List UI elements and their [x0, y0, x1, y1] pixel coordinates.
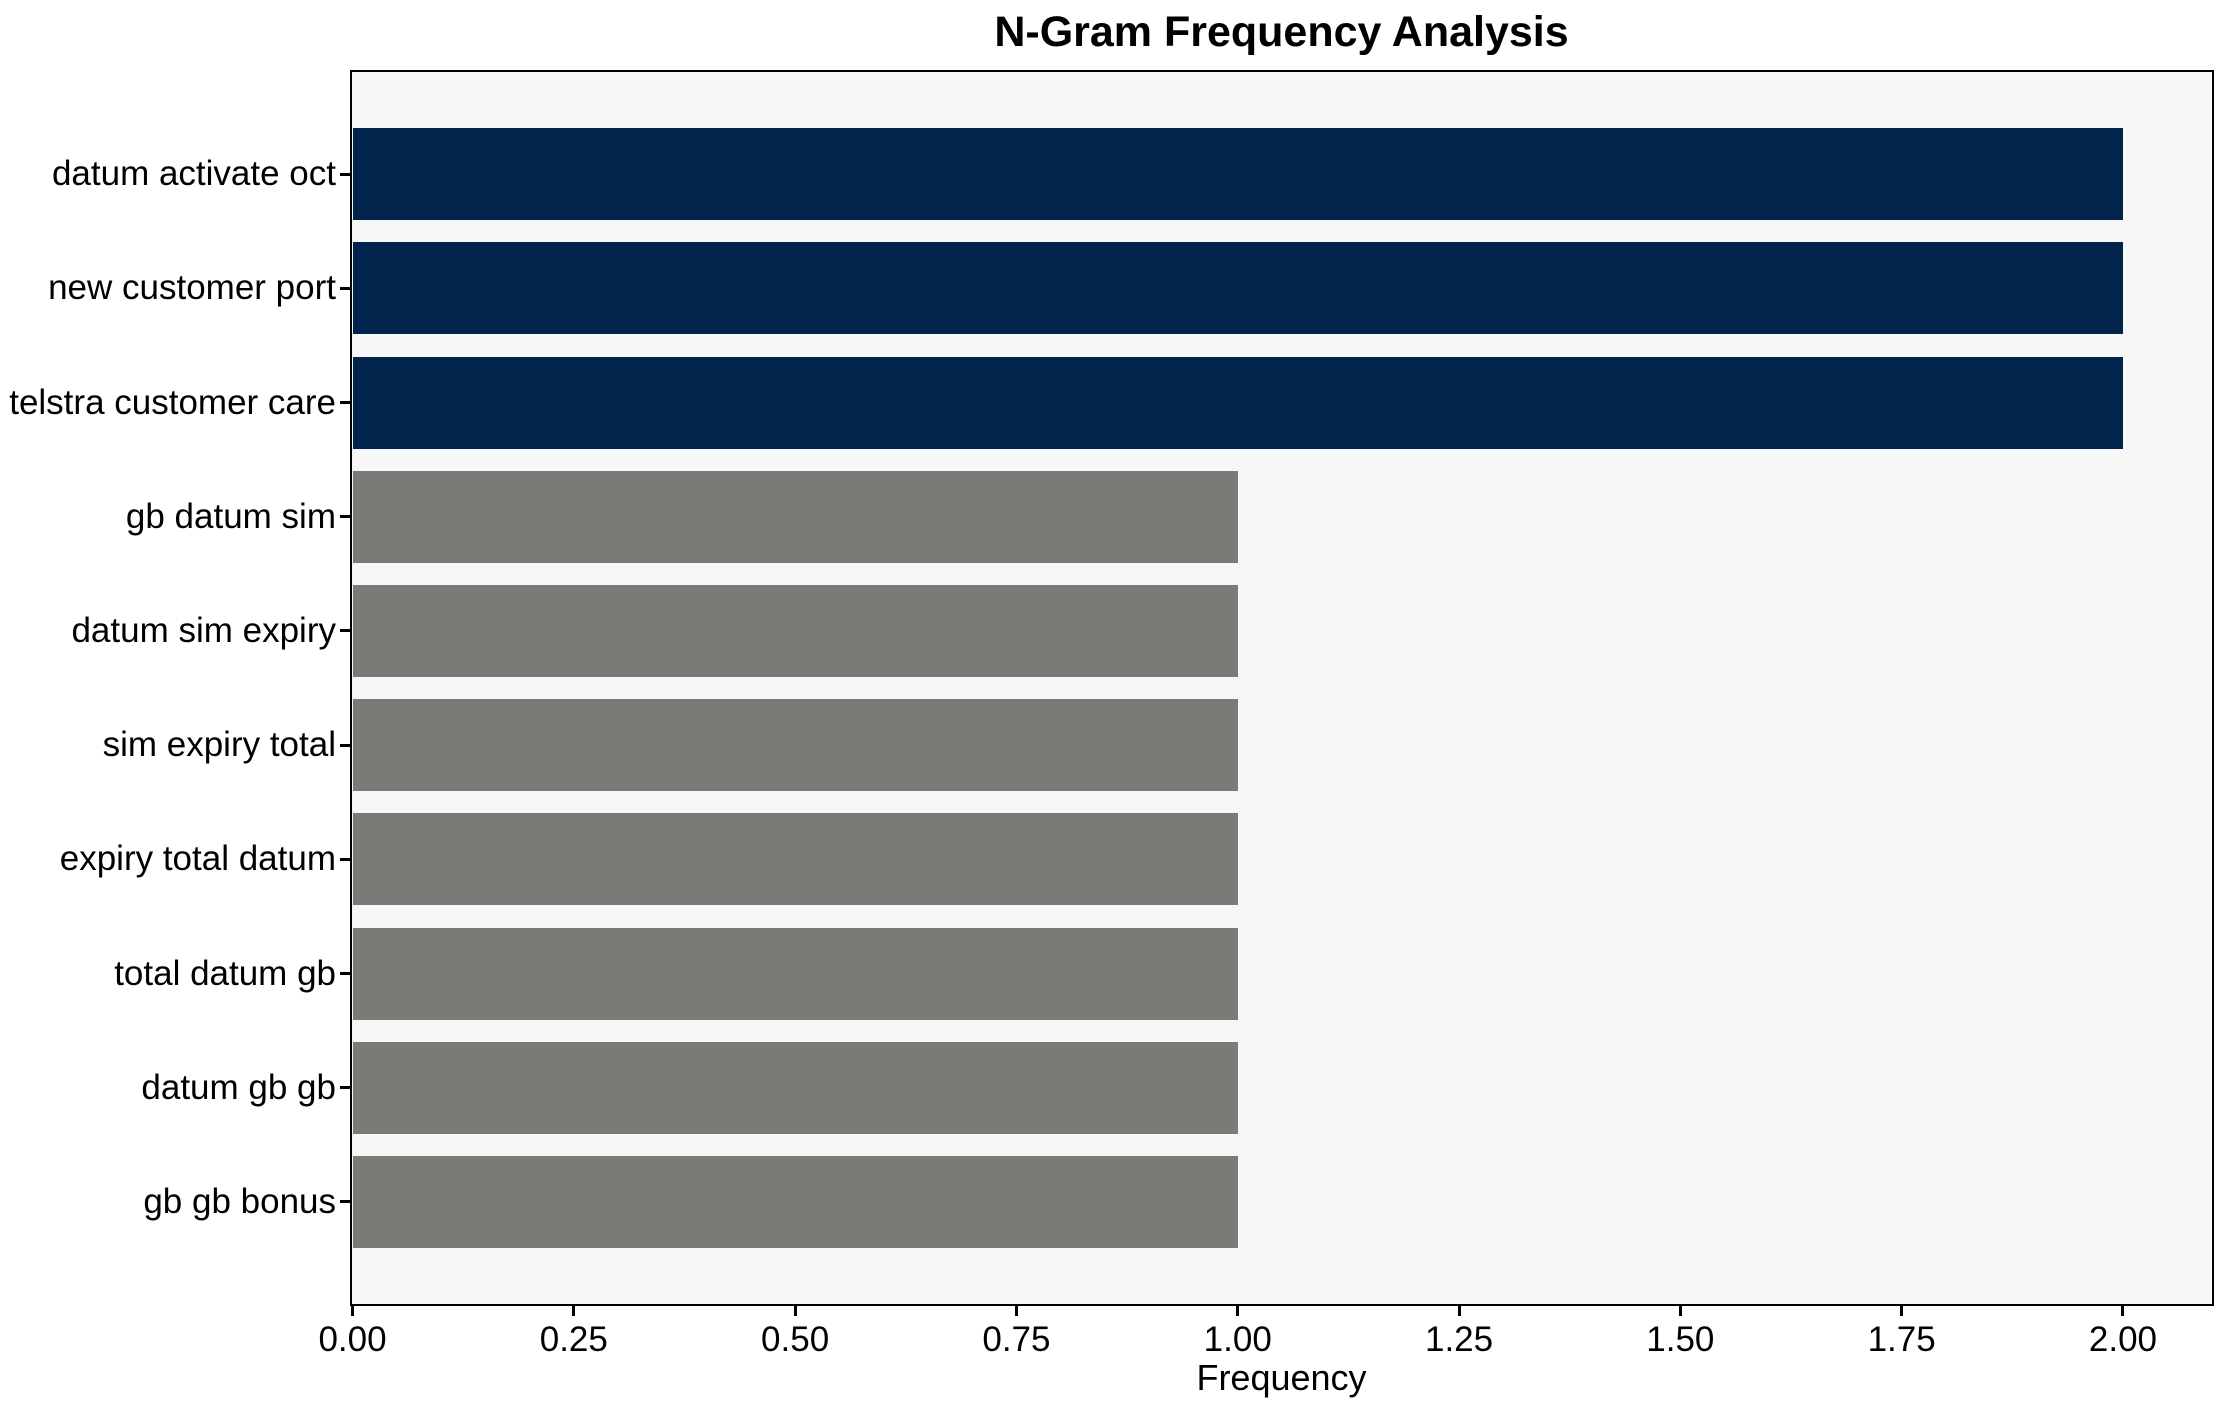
y-tick-label: sim expiry total: [102, 725, 336, 765]
y-tick-mark: [340, 286, 350, 290]
y-tick-mark: [340, 1200, 350, 1204]
x-tick-mark: [1236, 1305, 1240, 1316]
x-tick-mark: [1678, 1305, 1682, 1316]
x-tick-label: 1.75: [1867, 1320, 1936, 1359]
y-tick-mark: [340, 515, 350, 519]
bar-datum-sim-expiry: [352, 584, 1238, 677]
bar-gb-datum-sim: [352, 470, 1238, 563]
x-tick-mark: [2121, 1305, 2125, 1316]
y-tick-mark: [340, 857, 350, 861]
x-tick-label: 0.00: [318, 1320, 387, 1359]
x-tick-label: 1.00: [1203, 1320, 1272, 1359]
x-tick-label: 1.25: [1424, 1320, 1494, 1359]
x-tick-mark: [1900, 1305, 1904, 1316]
bar-telstra-customer-care: [352, 356, 2123, 449]
x-tick-label: 1.50: [1646, 1320, 1715, 1359]
x-tick-label: 2.00: [2088, 1320, 2158, 1359]
x-tick-mark: [793, 1305, 797, 1316]
y-tick-label: datum gb gb: [141, 1067, 336, 1107]
y-tick-mark: [340, 743, 350, 747]
y-tick-mark: [340, 401, 350, 404]
bar-datum-activate-oct: [352, 128, 2123, 221]
bar-expiry-total-datum: [352, 813, 1238, 906]
x-tick-mark: [1457, 1305, 1461, 1316]
x-tick-mark: [572, 1305, 576, 1316]
x-tick-mark: [1014, 1305, 1018, 1316]
bar-sim-expiry-total: [352, 699, 1238, 792]
y-tick-label: gb gb bonus: [143, 1181, 336, 1221]
y-tick-label: datum activate oct: [51, 154, 336, 194]
x-tick-mark: [351, 1305, 354, 1316]
y-tick-label: telstra customer care: [9, 382, 336, 422]
y-tick-label: total datum gb: [114, 953, 336, 993]
x-axis-title: Frequency: [1196, 1357, 1367, 1398]
x-tick-label: 0.50: [761, 1320, 830, 1359]
y-tick-label: new customer port: [48, 268, 336, 308]
x-tick-label: 0.75: [982, 1320, 1051, 1359]
bar-gb-gb-bonus: [352, 1155, 1238, 1248]
y-tick-mark: [340, 172, 350, 176]
y-tick-label: expiry total datum: [59, 839, 336, 879]
x-tick-label: 0.25: [539, 1320, 608, 1359]
y-tick-label: datum sim expiry: [71, 610, 336, 650]
bar-new-customer-port: [352, 242, 2123, 335]
bar-datum-gb-gb: [352, 1041, 1238, 1134]
y-tick-mark: [340, 972, 350, 975]
bar-total-datum-gb: [352, 927, 1238, 1020]
y-tick-mark: [340, 1086, 350, 1090]
y-tick-label: gb datum sim: [125, 496, 336, 536]
y-tick-mark: [340, 629, 350, 633]
chart-title: N-Gram Frequency Analysis: [994, 8, 1569, 56]
